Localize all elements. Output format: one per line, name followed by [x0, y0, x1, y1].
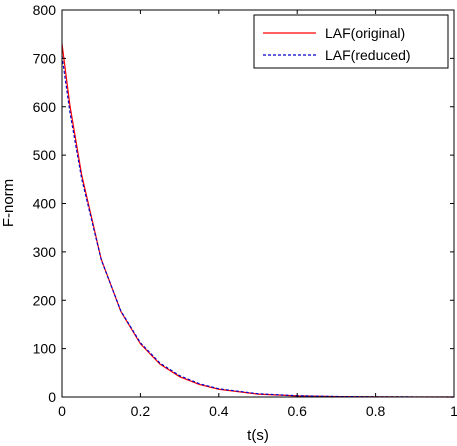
y-tick-label: 600 — [33, 99, 57, 115]
x-tick-label: 0.6 — [287, 403, 307, 419]
x-tick-label: 0.4 — [209, 403, 229, 419]
x-tick-label: 0.8 — [366, 403, 386, 419]
ticks-layer: 0 0.2 0.4 0.6 0.8 1 0 100 200 300 400 500 600 700 800 — [33, 2, 457, 419]
legend-label-laf-reduced: LAF(reduced) — [325, 47, 411, 63]
y-tick-label: 300 — [33, 244, 57, 260]
y-tick-label: 700 — [33, 50, 57, 66]
y-tick-label: 200 — [33, 292, 57, 308]
y-tick-label: 400 — [33, 196, 57, 212]
y-axis-title: F-norm — [0, 179, 17, 227]
y-tick-label: 500 — [33, 147, 57, 163]
y-tick-label: 0 — [48, 389, 56, 405]
x-tick-label: 0 — [58, 403, 66, 419]
legend: LAF(original) LAF(reduced) — [253, 14, 449, 69]
x-axis-title: t(s) — [247, 427, 269, 444]
legend-label-laf-original: LAF(original) — [325, 25, 405, 41]
x-tick-label: 1 — [450, 403, 457, 419]
y-tick-label: 100 — [33, 341, 57, 357]
y-tick-label: 800 — [33, 2, 57, 18]
plot-area — [62, 10, 454, 397]
x-tick-label: 0.2 — [131, 403, 151, 419]
legend-box — [253, 14, 449, 69]
